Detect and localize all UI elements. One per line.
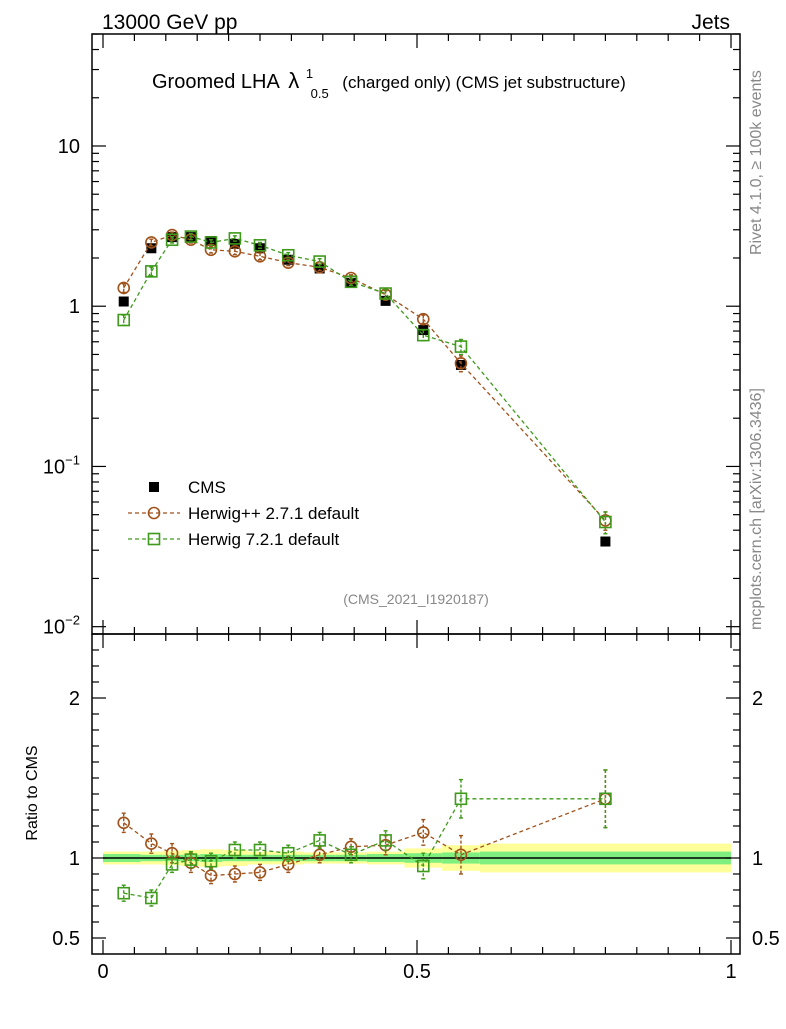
mc-point — [313, 255, 326, 268]
mc-point — [204, 243, 218, 257]
mc-point — [228, 232, 242, 245]
ratio-point — [281, 846, 295, 860]
mc-point — [344, 275, 358, 289]
mc-point — [253, 238, 267, 252]
y-tick-label: 10 — [58, 136, 80, 158]
ratio-point — [117, 816, 131, 830]
ratio-point — [454, 792, 468, 806]
plot-title: Groomed LHA λ 1 0.5 (charged only) (CMS … — [152, 61, 626, 103]
y-tick-label-exponent: −2 — [65, 613, 80, 628]
ratio-point — [416, 826, 430, 839]
legend-label: Herwig 7.2.1 default — [188, 530, 339, 549]
ratio-y-tick-label-right: 2 — [752, 688, 763, 710]
mc-point — [145, 265, 158, 278]
mc-point — [117, 281, 131, 295]
legend-label: Herwig++ 2.7.1 default — [188, 504, 359, 523]
ratio-y-tick-label-right: 1 — [752, 848, 763, 870]
y-tick-label: 10−2 — [43, 613, 80, 639]
legend: CMS Herwig++ 2.7.1 default Herwig 7.2.1 de… — [128, 478, 359, 549]
analysis-id: (CMS_2021_I1920187) — [343, 591, 489, 607]
mc-point — [117, 313, 131, 327]
ratio-y-tick-label: 2 — [69, 688, 80, 710]
title-prefix: Groomed LHA — [152, 71, 280, 93]
ratio-point — [204, 854, 218, 868]
x-tick-label: 1 — [725, 961, 736, 983]
y-tick-label-base: 10 — [43, 617, 65, 639]
x-tick-label: 0 — [97, 961, 108, 983]
ratio-point — [253, 866, 267, 879]
y-tick-label: 1 — [69, 296, 80, 318]
title-subscript: 0.5 — [311, 86, 329, 101]
mc-point — [228, 245, 242, 258]
mc-point — [454, 340, 468, 353]
mc-point — [204, 236, 218, 249]
legend-marker — [147, 532, 161, 546]
mcplots-label: mcplots.cern.ch [arXiv:1306.3436] — [748, 388, 765, 630]
x-tick-label: 0.5 — [403, 961, 431, 983]
title-superscript: 1 — [306, 66, 313, 81]
title-suffix: (charged only) (CMS jet substructure) — [342, 73, 625, 92]
mc-point — [454, 357, 468, 370]
data-point — [600, 536, 611, 547]
ratio-point — [313, 848, 326, 862]
y-tick-label: 10−1 — [43, 452, 80, 478]
header-process: Jets — [691, 11, 730, 34]
ratio-point — [117, 886, 131, 900]
ratio-plot-panel: 2 2 1 1 0.5 0.5 Ratio to CMS — [24, 633, 780, 955]
ratio-y-tick-label-right: 0.5 — [752, 928, 780, 950]
ratio-point — [204, 869, 218, 882]
ratio-point — [416, 859, 430, 873]
ratio-point — [379, 834, 392, 847]
data-point — [118, 296, 129, 307]
title-symbol: λ — [288, 68, 299, 93]
legend-marker — [147, 506, 161, 520]
ratio-point — [184, 853, 198, 866]
ratio-point — [253, 843, 267, 857]
y-tick-label-base: 10 — [43, 456, 65, 478]
ratio-point — [454, 848, 468, 862]
series-line-2 — [123, 235, 606, 523]
ratio-ylabel: Ratio to CMS — [24, 745, 41, 840]
ratio-point — [165, 858, 179, 871]
data-point — [455, 359, 466, 370]
legend-marker — [149, 482, 159, 492]
mc-point — [599, 515, 612, 529]
ratio-point — [145, 837, 158, 850]
mc-point — [184, 230, 198, 243]
ratio-point — [599, 792, 612, 806]
mc-point — [416, 328, 430, 342]
ratio-point — [145, 891, 158, 905]
mc-point — [165, 233, 179, 247]
header-energy: 13000 GeV pp — [102, 11, 237, 34]
ratio-point — [228, 843, 242, 857]
data-point — [314, 263, 325, 274]
ratio-point — [344, 848, 358, 862]
ratio-point — [313, 834, 326, 847]
mc-point — [416, 312, 430, 326]
rivet-version-label: Rivet 4.1.0, ≥ 100k events — [748, 70, 765, 255]
ratio-plot-frame — [91, 633, 741, 955]
mc-point — [281, 248, 295, 262]
legend-label: CMS — [188, 478, 226, 497]
ratio-y-tick-label: 0.5 — [52, 928, 80, 950]
mc-point — [281, 256, 295, 269]
y-tick-label-exponent: −1 — [65, 452, 80, 467]
series-line-1 — [123, 234, 606, 521]
mc-point — [379, 287, 392, 300]
ratio-point — [228, 867, 242, 881]
ratio-y-tick-label: 1 — [69, 848, 80, 870]
mc-point — [145, 236, 158, 249]
